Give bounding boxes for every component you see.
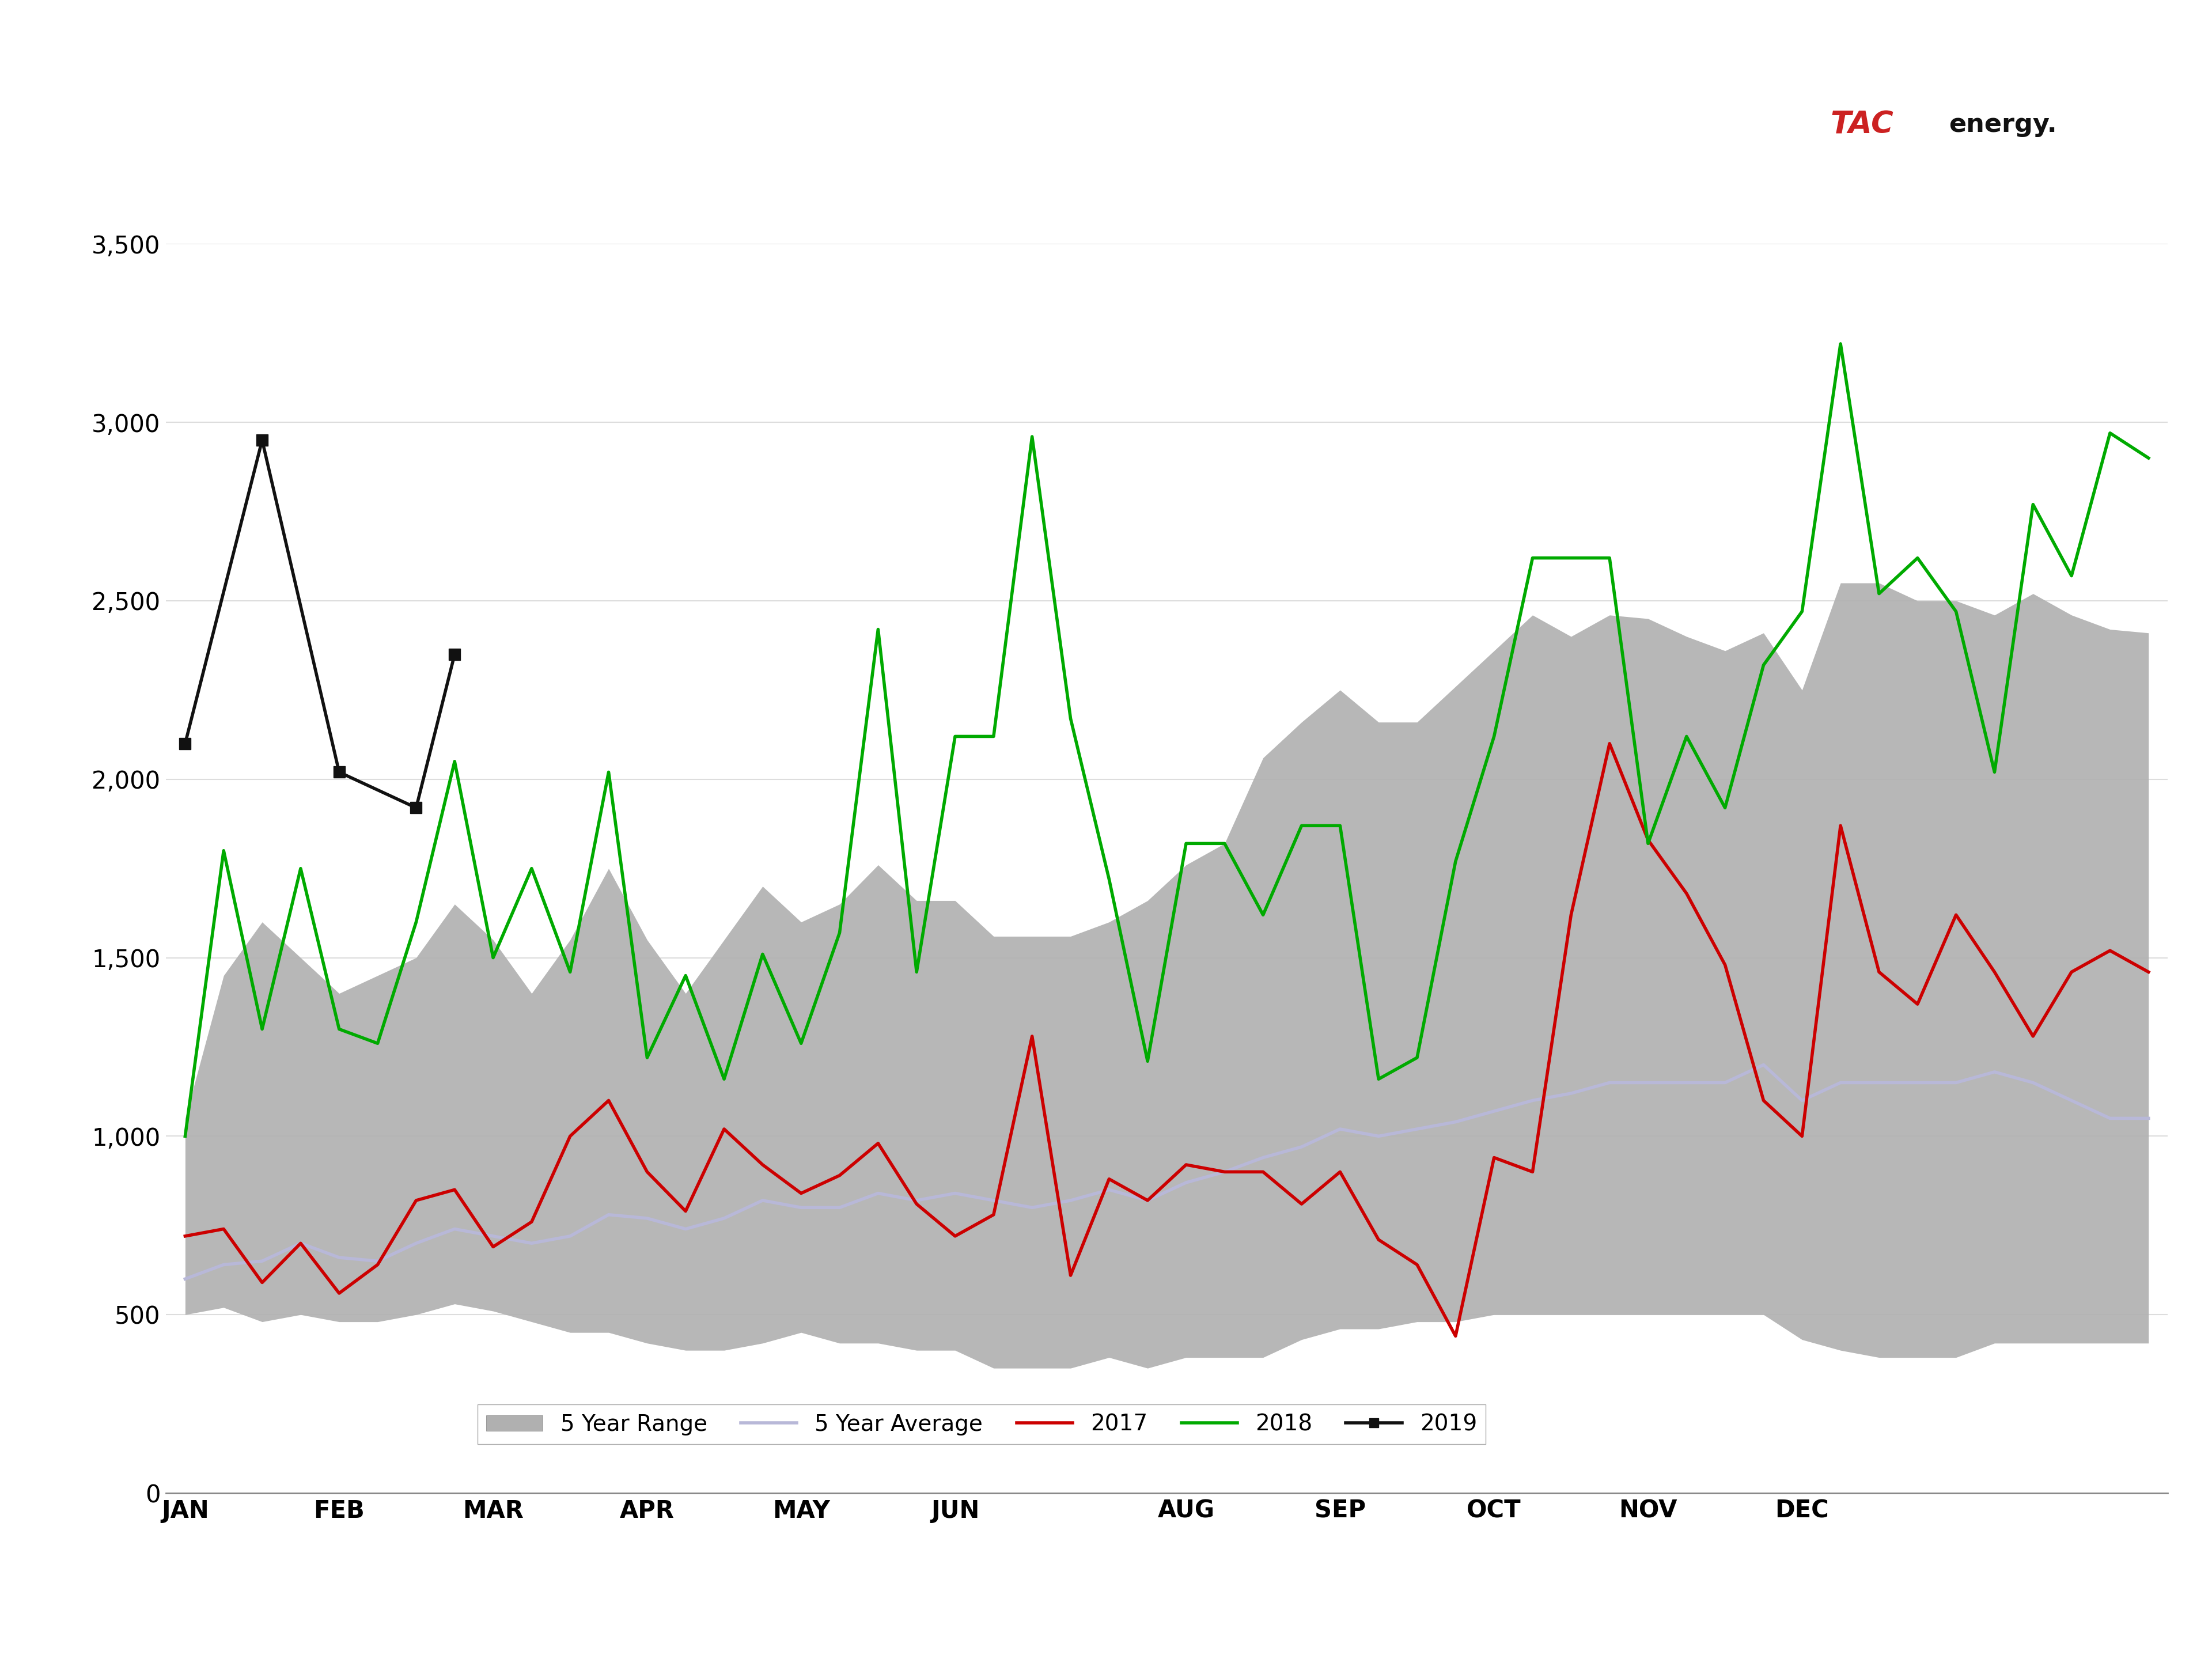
Text: CRUDE OIL EXPORTS (mb/day): CRUDE OIL EXPORTS (mb/day) [646, 70, 1433, 114]
Legend: 5 Year Range, 5 Year Average, 2017, 2018, 2019: 5 Year Range, 5 Year Average, 2017, 2018… [478, 1405, 1486, 1445]
Text: TAC: TAC [1829, 109, 1893, 139]
Text: energy.: energy. [1949, 113, 2057, 136]
